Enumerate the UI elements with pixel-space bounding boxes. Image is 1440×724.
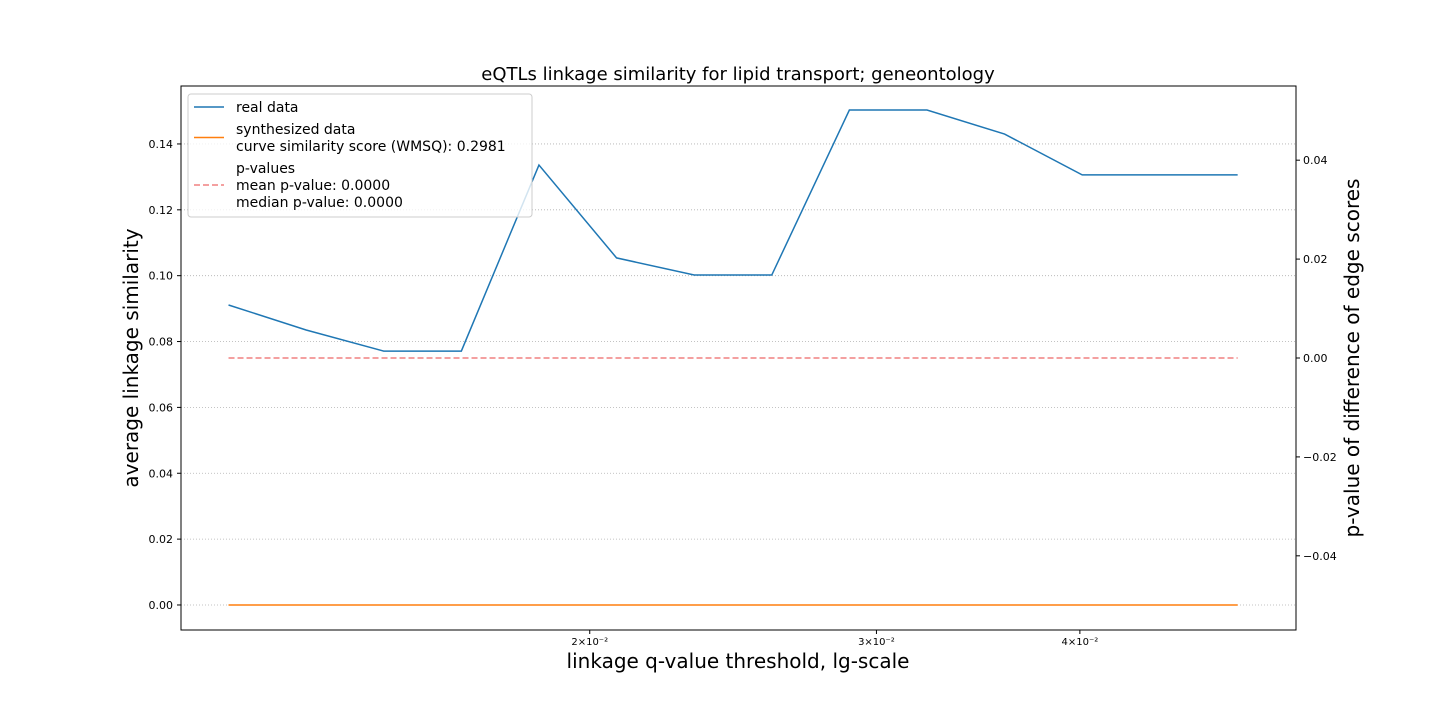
series-line [228,109,1238,352]
y2-tick-label: 0.00 [1303,352,1328,365]
y-tick-label: 0.06 [149,401,174,414]
chart-title: eQTLs linkage similarity for lipid trans… [481,64,995,85]
legend-label: p-values [236,161,295,177]
x-tick-label: 3×10⁻² [858,637,895,648]
legend-note: mean p-value: 0.0000 [236,178,390,194]
y-tick-label: 0.14 [149,138,174,151]
y-axis-label: average linkage similarity [119,228,143,487]
y-tick-label: 0.08 [149,336,174,349]
x-axis-label: linkage q-value threshold, lg-scale [567,649,910,673]
plot-frame [180,85,1297,631]
y2-tick-label: −0.04 [1303,550,1337,563]
y2-tick-label: 0.04 [1303,154,1328,167]
legend-note: median p-value: 0.0000 [236,195,403,211]
y-tick-label: 0.04 [149,467,174,480]
legend-label: real data [236,100,299,116]
x-tick-label: 2×10⁻² [571,637,608,648]
x-tick-label: 4×10⁻² [1061,637,1098,648]
legend-note: curve similarity score (WMSQ): 0.2981 [236,139,506,155]
y2-axis-label: p-value of difference of edge scores [1340,179,1364,538]
y-tick-label: 0.10 [149,270,174,283]
legend-box [187,93,533,218]
y-tick-label: 0.02 [149,533,174,546]
y2-tick-label: −0.02 [1303,451,1337,464]
y-tick-label: 0.12 [149,204,174,217]
legend-label: synthesized data [236,122,355,138]
y-tick-label: 0.00 [149,599,174,612]
y2-tick-label: 0.02 [1303,253,1328,266]
